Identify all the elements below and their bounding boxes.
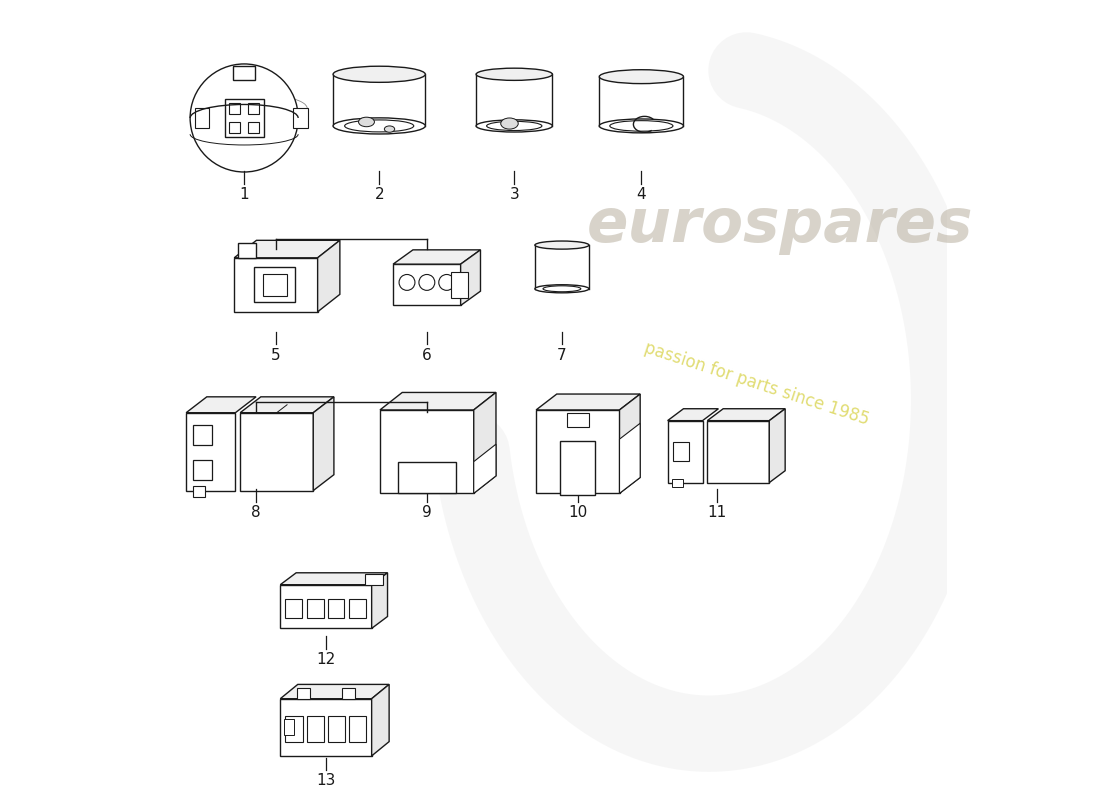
- Ellipse shape: [333, 118, 426, 134]
- Bar: [254, 267, 295, 302]
- Polygon shape: [668, 421, 703, 482]
- Bar: [294, 108, 308, 127]
- Polygon shape: [314, 397, 334, 490]
- Polygon shape: [240, 397, 334, 413]
- Ellipse shape: [476, 120, 552, 132]
- Bar: [328, 716, 345, 742]
- Circle shape: [439, 274, 454, 290]
- Bar: [672, 479, 683, 487]
- Bar: [284, 719, 294, 735]
- Bar: [286, 716, 302, 742]
- Bar: [349, 598, 365, 618]
- Polygon shape: [668, 409, 718, 421]
- Text: 10: 10: [569, 505, 587, 520]
- Text: 11: 11: [707, 505, 726, 520]
- Circle shape: [419, 274, 435, 290]
- Bar: [192, 425, 212, 446]
- Ellipse shape: [600, 70, 683, 84]
- Text: 1: 1: [240, 187, 249, 202]
- Polygon shape: [474, 444, 496, 494]
- Ellipse shape: [535, 285, 589, 293]
- Text: 4: 4: [637, 187, 646, 202]
- Polygon shape: [234, 258, 318, 312]
- Polygon shape: [280, 698, 372, 756]
- Ellipse shape: [600, 119, 683, 133]
- Bar: [307, 716, 324, 742]
- Bar: [229, 103, 240, 114]
- Polygon shape: [474, 393, 496, 494]
- Polygon shape: [769, 409, 785, 482]
- Bar: [307, 598, 323, 618]
- Bar: [297, 687, 310, 698]
- Bar: [229, 122, 240, 133]
- Text: 3: 3: [509, 187, 519, 202]
- Polygon shape: [234, 240, 340, 258]
- Bar: [249, 103, 260, 114]
- Bar: [451, 272, 469, 298]
- Bar: [560, 441, 595, 495]
- Polygon shape: [240, 413, 314, 490]
- Text: 13: 13: [317, 774, 336, 788]
- Ellipse shape: [476, 68, 552, 80]
- Ellipse shape: [333, 66, 426, 82]
- Bar: [233, 66, 255, 80]
- Text: 9: 9: [422, 505, 431, 520]
- Text: 2: 2: [374, 187, 384, 202]
- Text: eurospares: eurospares: [587, 196, 974, 254]
- Bar: [195, 108, 209, 127]
- Polygon shape: [379, 393, 496, 410]
- Ellipse shape: [359, 117, 374, 126]
- Polygon shape: [372, 685, 389, 756]
- Ellipse shape: [384, 126, 395, 132]
- Text: 7: 7: [557, 347, 566, 362]
- Polygon shape: [707, 409, 785, 421]
- Text: 6: 6: [422, 347, 431, 362]
- Polygon shape: [461, 250, 481, 306]
- Polygon shape: [280, 685, 389, 698]
- Polygon shape: [536, 394, 640, 410]
- Polygon shape: [186, 413, 235, 490]
- Circle shape: [399, 274, 415, 290]
- Polygon shape: [619, 423, 640, 494]
- Bar: [673, 442, 689, 461]
- Bar: [263, 274, 287, 296]
- Polygon shape: [393, 250, 481, 264]
- Bar: [342, 687, 354, 698]
- Polygon shape: [393, 264, 461, 306]
- Text: 12: 12: [317, 652, 336, 667]
- Bar: [566, 413, 588, 427]
- Ellipse shape: [500, 118, 518, 129]
- Text: 8: 8: [251, 505, 261, 520]
- Text: 5: 5: [271, 347, 281, 362]
- Text: passion for parts since 1985: passion for parts since 1985: [641, 339, 871, 429]
- Polygon shape: [280, 573, 387, 585]
- Polygon shape: [536, 410, 619, 494]
- Polygon shape: [379, 410, 474, 494]
- Polygon shape: [280, 585, 372, 629]
- Bar: [249, 122, 260, 133]
- Bar: [192, 486, 206, 497]
- Polygon shape: [372, 573, 387, 629]
- Bar: [192, 459, 212, 480]
- Bar: [398, 462, 455, 494]
- Polygon shape: [186, 397, 256, 413]
- Ellipse shape: [535, 241, 589, 249]
- Polygon shape: [707, 421, 769, 482]
- Bar: [239, 243, 255, 258]
- Bar: [349, 716, 366, 742]
- Circle shape: [190, 64, 298, 172]
- Polygon shape: [318, 240, 340, 312]
- Bar: [365, 574, 383, 585]
- Bar: [224, 98, 264, 138]
- Bar: [286, 598, 302, 618]
- Bar: [328, 598, 344, 618]
- Polygon shape: [619, 394, 640, 494]
